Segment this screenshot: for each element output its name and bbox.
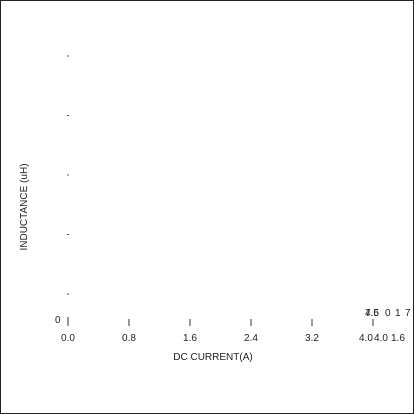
overlapping-label: 1 — [395, 308, 401, 319]
y-axis-ticks — [67, 55, 69, 325]
overlapping-labels: 7.54.6 0 1 7 — [365, 308, 411, 319]
x-extra-tick-label: 4.0 — [374, 333, 388, 344]
x-tick-label: 1.6 — [183, 333, 197, 344]
x-tick-label: 4.0 — [359, 333, 373, 344]
x-axis-ticks: 0.0 0.8 1.6 2.4 3.2 4.0 4.0 1.6 — [61, 319, 405, 344]
x-extra-tick-label: 1.6 — [391, 333, 405, 344]
y-tick-label-0: 0 — [55, 315, 61, 326]
overlapping-label: 7.5 — [365, 308, 379, 319]
x-tick-label: 3.2 — [305, 333, 319, 344]
x-tick-label: 0.8 — [122, 333, 136, 344]
overlapping-label: 4.6 — [365, 308, 379, 319]
y-axis-title: INDUCTANCE (uH) — [19, 163, 30, 250]
x-axis-title: DC CURRENT(A) — [173, 352, 252, 363]
overlapping-label: 7 — [405, 308, 411, 319]
x-tick-label: 0.0 — [61, 333, 75, 344]
overlapping-label: 0 — [385, 308, 391, 319]
x-tick-label: 2.4 — [244, 333, 258, 344]
